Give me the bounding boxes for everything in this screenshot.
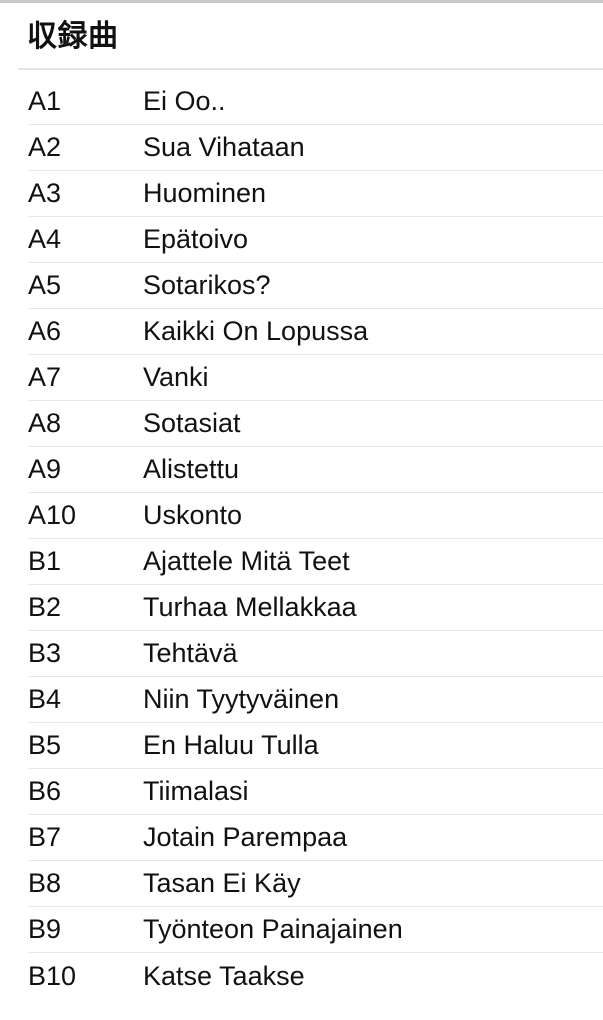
- track-position: B5: [28, 730, 62, 760]
- track-position: B9: [28, 914, 62, 944]
- track-position: B7: [28, 822, 62, 852]
- track-title: Sotasiat: [143, 408, 241, 438]
- track-title: Jotain Parempaa: [143, 822, 348, 852]
- track-position: B2: [28, 592, 62, 622]
- track-row: A2 Sua Vihataan: [28, 125, 603, 171]
- track-position: B6: [28, 776, 62, 806]
- track-position: B10: [28, 960, 77, 991]
- track-position: A4: [28, 224, 62, 254]
- track-row: A10 Uskonto: [28, 493, 603, 539]
- track-title: Tasan Ei Käy: [143, 868, 301, 898]
- track-position: A5: [28, 270, 62, 300]
- track-position: B1: [28, 546, 62, 576]
- track-row: A9 Alistettu: [28, 447, 603, 493]
- track-row: A5 Sotarikos?: [28, 263, 603, 309]
- track-title: Työnteon Painajainen: [143, 914, 403, 944]
- track-row: B9 Työnteon Painajainen: [28, 907, 603, 953]
- track-row: B10 Katse Taakse: [28, 953, 603, 999]
- track-title: Huominen: [143, 178, 267, 208]
- track-title: Uskonto: [143, 500, 243, 530]
- track-row: A3 Huominen: [28, 171, 603, 217]
- header-divider: [18, 67, 603, 70]
- track-position: A1: [28, 86, 62, 116]
- track-title: Ei Oo..: [143, 86, 226, 116]
- track-row: A6 Kaikki On Lopussa: [28, 309, 603, 355]
- track-title: Vanki: [143, 362, 209, 392]
- top-divider: [0, 0, 603, 3]
- tracklist: A1 Ei Oo.. A2 Sua Vihataan A3 Huominen A4 Epäto…: [0, 70, 603, 999]
- section-header: 収録曲: [0, 3, 603, 68]
- track-title: Niin Tyytyväinen: [143, 684, 340, 714]
- track-row: A1 Ei Oo..: [28, 79, 603, 125]
- track-row: B2 Turhaa Mellakkaa: [28, 585, 603, 631]
- track-position: A7: [28, 362, 62, 392]
- track-title: Tehtävä: [143, 638, 238, 668]
- track-row: B3 Tehtävä: [28, 631, 603, 677]
- track-position: A8: [28, 408, 62, 438]
- track-title: Sotarikos?: [143, 270, 271, 300]
- track-position: A3: [28, 178, 62, 208]
- track-title: Epätoivo: [143, 224, 249, 254]
- track-position: A10: [28, 500, 77, 530]
- track-title: Tiimalasi: [143, 776, 249, 806]
- track-row: B4 Niin Tyytyväinen: [28, 677, 603, 723]
- track-row: A7 Vanki: [28, 355, 603, 401]
- track-row: B6 Tiimalasi: [28, 769, 603, 815]
- track-row: B7 Jotain Parempaa: [28, 815, 603, 861]
- track-position: B3: [28, 638, 62, 668]
- track-row: B8 Tasan Ei Käy: [28, 861, 603, 907]
- track-title: Turhaa Mellakkaa: [143, 592, 357, 622]
- track-row: A8 Sotasiat: [28, 401, 603, 447]
- track-row: B1 Ajattele Mitä Teet: [28, 539, 603, 585]
- track-position: A6: [28, 316, 62, 346]
- track-title: Ajattele Mitä Teet: [143, 546, 350, 576]
- track-title: Kaikki On Lopussa: [143, 316, 369, 346]
- track-title: En Haluu Tulla: [143, 730, 319, 760]
- section-title: 収録曲: [27, 19, 119, 53]
- track-title: Sua Vihataan: [143, 132, 305, 162]
- track-position: A2: [28, 132, 62, 162]
- track-row: A4 Epätoivo: [28, 217, 603, 263]
- track-position: B8: [28, 868, 62, 898]
- track-title: Katse Taakse: [143, 960, 305, 991]
- track-title: Alistettu: [143, 454, 240, 484]
- track-position: B4: [28, 684, 62, 714]
- track-row: B5 En Haluu Tulla: [28, 723, 603, 769]
- track-position: A9: [28, 454, 62, 484]
